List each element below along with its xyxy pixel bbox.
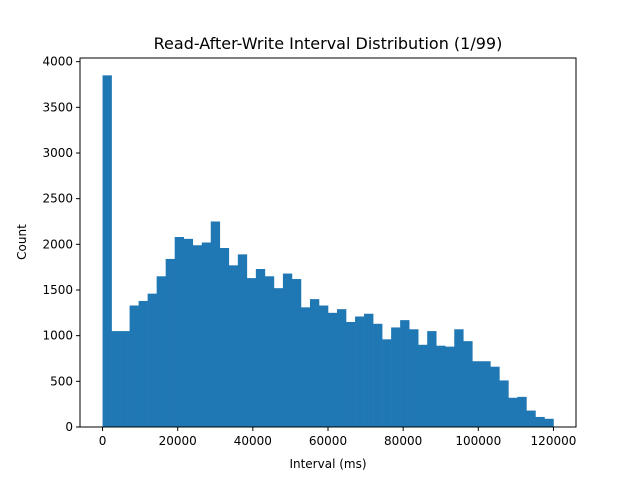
y-tick-label: 2500	[42, 192, 73, 206]
histogram-bar	[147, 293, 157, 427]
histogram-bar	[192, 245, 203, 427]
histogram-bar	[346, 321, 356, 427]
histogram-bar	[264, 276, 275, 427]
histogram-bar	[210, 221, 221, 427]
histogram-bar	[373, 323, 383, 427]
histogram-bar	[246, 278, 257, 427]
histogram-bar	[201, 242, 212, 427]
histogram-bar	[427, 331, 437, 427]
y-axis-title: Count	[15, 224, 29, 260]
histogram-bar	[490, 366, 500, 427]
histogram-bar	[165, 258, 175, 427]
histogram-bar	[364, 313, 374, 427]
histogram-bar	[391, 327, 401, 427]
x-tick-label: 0	[99, 434, 107, 448]
histogram-bar	[472, 361, 482, 427]
histogram-bar	[120, 331, 130, 427]
y-tick-label: 500	[50, 374, 73, 388]
chart-title: Read-After-Write Interval Distribution (…	[154, 34, 503, 53]
y-tick-label: 1500	[42, 283, 73, 297]
y-tick-label: 2000	[42, 237, 73, 251]
x-tick-label: 40000	[234, 434, 272, 448]
x-axis-ticks: 0 20000 40000 60000 80000 100000 120000	[99, 427, 577, 448]
histogram-bar	[400, 320, 410, 427]
histogram-bar	[328, 312, 338, 427]
y-tick-label: 4000	[42, 55, 73, 69]
histogram-bar	[309, 299, 320, 427]
histogram-bar	[183, 238, 194, 427]
histogram-bar	[138, 300, 148, 427]
y-tick-label: 0	[65, 420, 73, 434]
histogram-bar	[418, 344, 428, 427]
histogram-bar	[337, 309, 347, 427]
histogram-bar	[318, 305, 329, 427]
plot-frame	[79, 57, 577, 428]
histogram-bar	[409, 329, 419, 427]
y-tick-label: 1000	[42, 329, 73, 343]
histogram-bar	[463, 341, 473, 427]
histogram-bar	[174, 237, 185, 427]
histogram-bar	[454, 329, 464, 427]
histogram-bar	[481, 361, 491, 427]
histogram-bar	[382, 339, 392, 427]
histogram-bar	[129, 305, 139, 427]
x-tick-label: 60000	[309, 434, 347, 448]
histogram-bar	[436, 345, 446, 427]
histogram-bar	[544, 418, 554, 427]
histogram-bar	[355, 316, 365, 427]
histogram-bar	[219, 247, 230, 427]
histogram-bar	[237, 254, 248, 427]
histogram-bar	[111, 331, 121, 427]
histogram-bar	[255, 268, 266, 427]
histogram-bar	[291, 279, 302, 427]
x-tick-label: 120000	[531, 434, 577, 448]
bars-group	[102, 75, 554, 428]
histogram-bar	[273, 288, 284, 427]
x-tick-label: 100000	[455, 434, 501, 448]
histogram-bar	[526, 410, 536, 427]
histogram-bar	[517, 396, 527, 427]
x-tick-label: 20000	[159, 434, 197, 448]
histogram-bar	[535, 416, 545, 427]
histogram-bar	[508, 397, 518, 427]
histogram-bar	[156, 276, 166, 427]
histogram-bar	[499, 380, 509, 427]
histogram-bar	[300, 307, 311, 427]
histogram-bar	[102, 75, 112, 428]
y-tick-label: 3500	[42, 100, 73, 114]
histogram-bar	[445, 346, 455, 427]
y-tick-label: 3000	[42, 146, 73, 160]
histogram-bar	[228, 265, 239, 427]
x-tick-label: 80000	[384, 434, 422, 448]
histogram-bar	[282, 273, 293, 427]
y-axis-ticks: 0 500 1000 1500 2000 2500 3000 3500 4000	[42, 55, 80, 434]
x-axis-title: Interval (ms)	[289, 457, 366, 471]
